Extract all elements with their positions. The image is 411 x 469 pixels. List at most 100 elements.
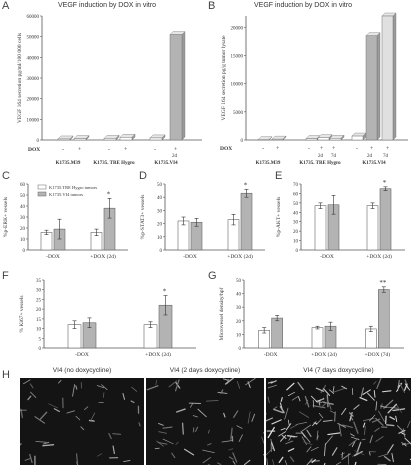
vessel-mark	[310, 460, 320, 463]
y-tick-label: 0	[160, 249, 163, 254]
vessel-mark	[363, 425, 366, 435]
y-tick-label: 20000	[27, 98, 40, 103]
vessel-mark	[404, 383, 411, 391]
dox-mark: +	[320, 146, 324, 152]
vessel-mark	[383, 455, 391, 462]
vessel-mark	[341, 453, 351, 460]
vessel-mark	[232, 460, 236, 465]
bar	[57, 138, 71, 141]
vessel-mark	[327, 432, 341, 436]
bar	[366, 205, 379, 251]
vessel-mark	[245, 378, 256, 386]
dox-mark: +	[370, 146, 374, 152]
vessel-mark	[312, 399, 315, 408]
significance-mark: *	[107, 190, 111, 198]
bar-side	[392, 12, 397, 141]
vessel-mark	[261, 436, 264, 445]
vessel-mark	[354, 461, 357, 465]
y-tick-label: 0	[239, 347, 242, 352]
group-label: K1735. TRE Hygro	[93, 161, 135, 166]
significance-mark: *	[383, 179, 387, 187]
vessel-mark	[270, 438, 272, 444]
y-tick-label: 20	[236, 320, 242, 325]
vessel-mark	[378, 410, 385, 423]
micrograph-background	[20, 378, 144, 465]
vessel-mark	[39, 411, 48, 420]
legend-swatch	[37, 191, 47, 197]
significance-mark: **	[379, 279, 387, 287]
bar	[143, 324, 158, 349]
bar	[169, 34, 183, 141]
y-tick-label: 0	[23, 249, 26, 254]
vessel-mark	[368, 451, 371, 456]
category-label: +DOX (2d)	[145, 351, 171, 358]
vessel-mark	[20, 408, 24, 419]
vessel-mark	[322, 419, 333, 422]
y-tick-label: 5	[39, 337, 42, 342]
bar-side	[181, 31, 186, 141]
y-tick-label: 30	[293, 221, 299, 226]
panel-a-title: VEGF induction by DOX in vitro	[58, 2, 157, 9]
vessel-mark	[273, 408, 284, 414]
y-tick-label: 50	[157, 183, 163, 188]
y-tick-label: 40000	[27, 56, 40, 61]
vessel-mark	[362, 389, 371, 395]
bar	[103, 138, 117, 141]
vessel-mark	[72, 384, 76, 397]
panel-d: D 0 10 20 30 40 50 %p-STAT3+ vessels -DOX +DOX (…	[137, 170, 271, 264]
vessel-mark	[381, 390, 392, 393]
y-tick-label: 50	[293, 202, 299, 207]
vessel-mark	[220, 389, 224, 395]
vessel-mark	[278, 456, 284, 464]
vessel-mark	[315, 387, 325, 392]
category-label: +DOX (2d)	[366, 253, 392, 260]
bar	[311, 327, 324, 349]
vessel-mark	[342, 424, 353, 429]
vessel-mark	[348, 412, 354, 417]
vessel-mark	[385, 424, 395, 427]
vessel-mark	[320, 397, 324, 402]
vessel-mark	[404, 437, 411, 445]
vessel-mark	[385, 406, 399, 409]
vessel-mark	[58, 379, 62, 384]
dox-row-label: DOX	[220, 146, 232, 152]
vessel-mark	[267, 384, 278, 389]
dox-duration: 2d	[318, 154, 324, 159]
vessel-mark	[367, 392, 375, 401]
vessel-mark	[168, 380, 178, 388]
vessel-mark	[288, 436, 292, 441]
micrograph-svg	[146, 378, 264, 465]
micrograph-label: VI4 (2 days doxycycline)	[169, 367, 241, 374]
vessel-mark	[353, 421, 359, 434]
y-tick-label: 30	[20, 216, 26, 221]
vessel-mark	[205, 400, 219, 402]
legend-label: K1735.TRE Hygro tumors	[49, 185, 97, 190]
vessel-mark	[89, 412, 96, 423]
vessel-mark	[216, 462, 222, 465]
vessel-mark	[350, 436, 360, 441]
vessel-mark	[286, 434, 296, 438]
vessel-mark	[30, 391, 37, 398]
vessel-mark	[96, 385, 105, 389]
vessel-mark	[362, 417, 375, 422]
vessel-mark	[271, 419, 282, 425]
dox-row-label: DOX	[28, 147, 40, 153]
vessel-mark	[316, 430, 319, 441]
vessel-mark	[162, 438, 174, 445]
vessel-mark	[175, 408, 186, 413]
category-label: -DOX	[75, 352, 89, 358]
y-tick-label: 25	[36, 298, 42, 303]
bar	[329, 138, 342, 141]
vessel-mark	[348, 438, 359, 447]
y-tick-label: 0	[296, 249, 299, 254]
vessel-mark	[84, 406, 89, 411]
vessel-mark	[332, 386, 335, 394]
group-label: K1735.VI4	[362, 161, 386, 166]
vessel-mark	[221, 440, 233, 443]
panel-g: G 0 10 20 30 40 50 Microvessel density/hpf -DOX…	[206, 268, 411, 364]
y-tick-label: 20000	[231, 26, 244, 31]
vessel-mark	[182, 422, 184, 435]
vessel-mark	[404, 443, 410, 445]
y-tick-label: 0	[241, 139, 244, 144]
vessel-mark	[341, 407, 347, 416]
